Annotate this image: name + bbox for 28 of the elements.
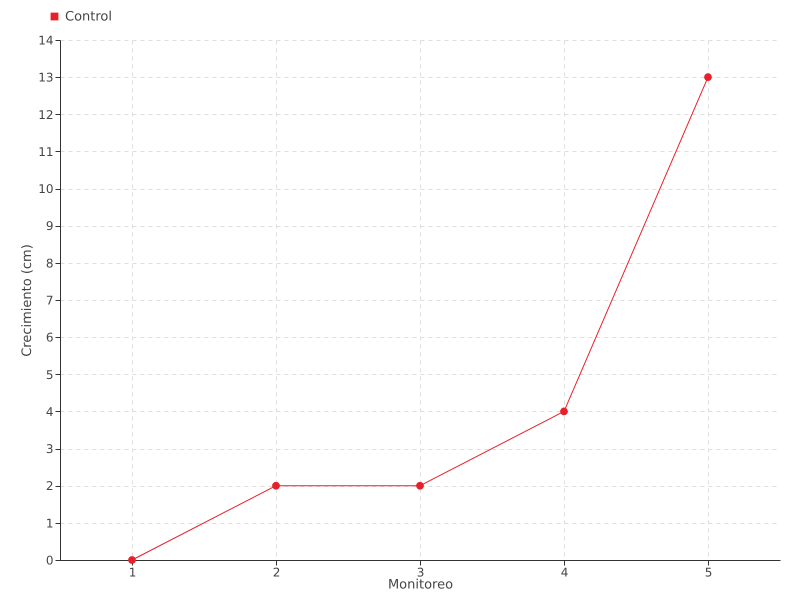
y-tick-label: 8: [46, 256, 54, 270]
y-tick-label: 10: [38, 182, 54, 196]
y-tick-label: 7: [46, 294, 54, 308]
x-tick-label: 4: [560, 566, 568, 580]
x-tick-label: 2: [272, 566, 280, 580]
point: [704, 73, 712, 82]
legend-label: Control: [65, 10, 112, 24]
y-tick-label: 14: [38, 34, 54, 48]
point: [128, 556, 136, 564]
point: [560, 408, 568, 416]
y-tick-label: 3: [46, 442, 54, 456]
x-axis-title: Monitoreo: [388, 578, 454, 592]
y-tick-label: 4: [46, 404, 54, 419]
x-tick-label: 1: [128, 566, 136, 580]
x-tick-label: 3: [416, 566, 424, 580]
y-tick-label: 12: [38, 108, 54, 122]
point: [272, 482, 280, 490]
y-tick-label: 2: [46, 479, 54, 494]
y-tick-label: 1: [46, 516, 54, 530]
y-tick-label: 11: [38, 144, 54, 159]
x-tick-label: 5: [704, 566, 712, 580]
y-tick-label: 6: [46, 330, 54, 345]
y-tick-label: 9: [46, 219, 54, 234]
point: [416, 482, 424, 490]
y-tick-label: 13: [38, 70, 54, 85]
y-tick-label: 0: [46, 554, 54, 568]
y-tick-label: 5: [46, 368, 54, 382]
y-axis-title: Crecimiento (cm): [20, 244, 36, 357]
